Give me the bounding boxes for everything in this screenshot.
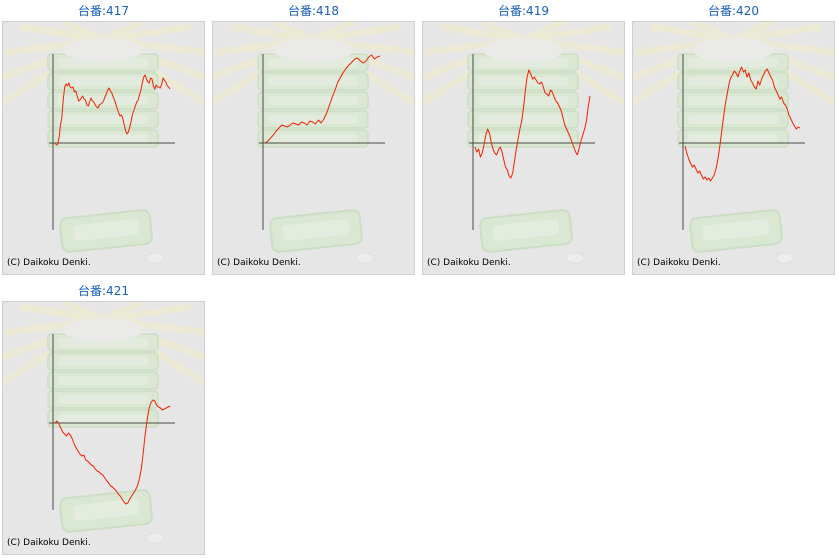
slot-machine-watermark-icon bbox=[3, 302, 204, 544]
payout-graph bbox=[259, 54, 385, 230]
payout-graph bbox=[469, 54, 595, 230]
machine-number-link[interactable]: 台番:418 bbox=[288, 4, 339, 18]
payout-series-line bbox=[474, 69, 591, 179]
copyright-text: (C) Daikoku Denki. bbox=[7, 538, 91, 548]
machine-number-link[interactable]: 台番:417 bbox=[78, 4, 129, 18]
payout-series-line bbox=[684, 66, 801, 182]
copyright-text: (C) Daikoku Denki. bbox=[427, 258, 511, 268]
payout-series-line bbox=[264, 54, 381, 144]
slot-machine-watermark-icon bbox=[633, 22, 834, 264]
copyright-text: (C) Daikoku Denki. bbox=[217, 258, 301, 268]
payout-series-line bbox=[54, 74, 171, 146]
slot-graph-grid: 台番:417 (C) Daikoku Denki. 台番:418 (C) Daikok… bbox=[2, 3, 837, 556]
machine-card: 台番:419 (C) Daikoku Denki. bbox=[422, 3, 625, 278]
machine-graph-image[interactable]: (C) Daikoku Denki. bbox=[422, 21, 625, 275]
machine-graph-image[interactable]: (C) Daikoku Denki. bbox=[212, 21, 415, 275]
machine-number-link[interactable]: 台番:419 bbox=[498, 4, 549, 18]
machine-number-link[interactable]: 台番:420 bbox=[708, 4, 759, 18]
machine-card: 台番:421 (C) Daikoku Denki. bbox=[2, 283, 205, 558]
machine-graph-image[interactable]: (C) Daikoku Denki. bbox=[2, 21, 205, 275]
copyright-text: (C) Daikoku Denki. bbox=[7, 258, 91, 268]
payout-graph bbox=[679, 54, 805, 230]
machine-graph-image[interactable]: (C) Daikoku Denki. bbox=[2, 301, 205, 555]
machine-card: 台番:420 (C) Daikoku Denki. bbox=[632, 3, 835, 278]
machine-number-link[interactable]: 台番:421 bbox=[78, 284, 129, 298]
payout-graph bbox=[49, 334, 175, 510]
machine-card: 台番:417 (C) Daikoku Denki. bbox=[2, 3, 205, 278]
payout-graph bbox=[49, 54, 175, 230]
machine-card: 台番:418 (C) Daikoku Denki. bbox=[212, 3, 415, 278]
payout-series-line bbox=[54, 399, 171, 505]
machine-graph-image[interactable]: (C) Daikoku Denki. bbox=[632, 21, 835, 275]
copyright-text: (C) Daikoku Denki. bbox=[637, 258, 721, 268]
slot-machine-watermark-icon bbox=[3, 22, 204, 264]
